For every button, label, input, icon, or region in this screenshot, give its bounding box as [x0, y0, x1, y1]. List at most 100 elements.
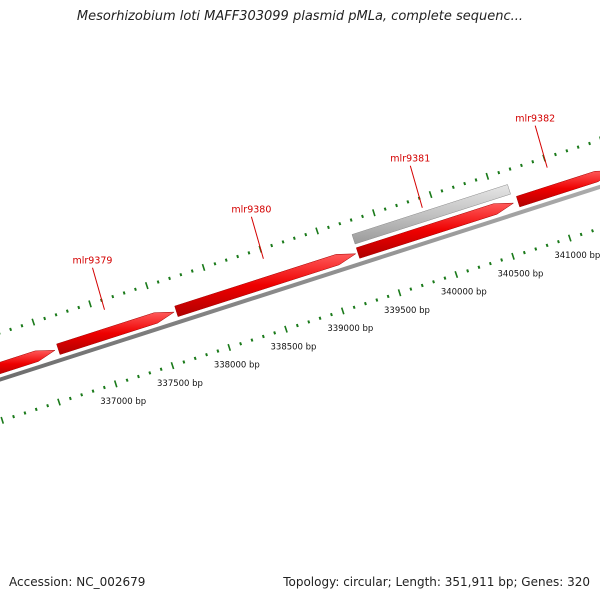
sequence-stats: Topology: circular; Length: 351,911 bp; … [283, 575, 590, 589]
inner-tick [534, 247, 538, 251]
inner-tick [12, 414, 15, 419]
bp-label-338000: 338000 bp [214, 361, 260, 371]
gene-label-mlr9379: mlr9379 [73, 256, 113, 267]
inner-tick [159, 367, 163, 371]
outer-tick [111, 294, 115, 299]
inner-tick [375, 298, 379, 302]
inner-tick [148, 371, 152, 375]
inner-tick [68, 396, 72, 401]
outer-tick [554, 152, 557, 157]
outer-tick [179, 272, 183, 277]
outer-tick [213, 262, 217, 266]
outer-tick [463, 181, 467, 186]
outer-tick [88, 300, 92, 308]
inner-tick [261, 334, 265, 339]
inner-tick [591, 229, 594, 233]
outer-tick [247, 251, 251, 255]
outer-tick [65, 309, 69, 313]
inner-tick [500, 258, 504, 262]
inner-tick [0, 416, 5, 424]
inner-tick [545, 243, 549, 248]
inner-tick [91, 389, 95, 393]
outer-tick [327, 225, 330, 230]
gene-label-leader [250, 216, 264, 259]
outer-tick [531, 160, 535, 164]
bp-label-341000: 341000 bp [554, 251, 600, 261]
outer-tick [395, 203, 398, 208]
outer-tick [440, 189, 444, 193]
gene-label-mlr9380: mlr9380 [231, 205, 271, 216]
bp-label-337500: 337500 bp [157, 379, 203, 389]
bp-label-339000: 339000 bp [327, 324, 373, 334]
gene-feature [0, 350, 56, 375]
outer-tick [20, 324, 24, 328]
bp-label-337000: 337000 bp [100, 397, 146, 407]
inner-tick [170, 362, 175, 370]
inner-tick [511, 252, 515, 260]
inner-tick [273, 331, 277, 335]
outer-tick [361, 214, 364, 219]
outer-tick [497, 170, 501, 175]
inner-tick [397, 289, 402, 297]
outer-tick [428, 190, 433, 199]
gene-track [0, 170, 600, 375]
genes-value: 320 [567, 575, 590, 589]
genes-label: Genes: [521, 575, 564, 589]
outer-tick [485, 172, 490, 180]
accession-label: Accession: [9, 575, 73, 589]
outer-tick [315, 227, 319, 235]
gene-mlr9381 [355, 202, 515, 259]
gene-label-mlr9382: mlr9382 [515, 114, 555, 125]
outer-tick [588, 141, 591, 146]
inner-tick [579, 232, 583, 237]
outer-tick [236, 254, 240, 259]
bp-scale-labels: 337000 bp 337500 bp 338000 bp 338500 bp 3390… [100, 251, 600, 407]
length-value: 351,911 bp [444, 575, 514, 589]
outer-tick [224, 258, 228, 262]
outer-tick [520, 163, 523, 168]
outer-tick [474, 178, 478, 182]
outer-tick [338, 221, 342, 226]
outer-tick [508, 167, 512, 171]
bp-label-340500: 340500 bp [498, 269, 544, 279]
gene-mlr9380 [174, 253, 357, 317]
inner-tick [182, 360, 186, 364]
inner-tick [443, 276, 447, 280]
gene-mlr9382 [516, 170, 600, 208]
bp-label-338500: 338500 bp [271, 342, 317, 352]
gene-label-mlr9381: mlr9381 [390, 154, 430, 165]
inner-tick [454, 270, 459, 279]
outer-tick [77, 305, 81, 310]
inner-tick [239, 341, 243, 346]
inner-tick [522, 250, 526, 255]
outer-tick [383, 207, 387, 211]
plasmid-backbone [0, 184, 600, 382]
outer-tick [201, 263, 206, 272]
outer-tick [349, 218, 353, 222]
gene-feature-outer [351, 184, 511, 245]
outer-tick [565, 149, 569, 153]
inner-tick [57, 398, 61, 406]
bp-label-339500: 339500 bp [384, 306, 430, 316]
outer-tick [576, 145, 580, 149]
inner-tick [477, 265, 481, 269]
inner-tick [23, 411, 27, 415]
inner-tick [567, 234, 572, 242]
inner-tick [409, 287, 413, 291]
accession-value: NC_002679 [76, 575, 146, 589]
inner-tick [125, 378, 129, 382]
inner-tick [307, 320, 311, 324]
outer-tick-ring [0, 136, 600, 335]
topology-value: circular [343, 575, 388, 589]
gene-mlr9379 [56, 311, 175, 355]
accession-info: Accession: NC_002679 [9, 575, 145, 589]
inner-tick [46, 403, 50, 408]
inner-tick [330, 312, 333, 317]
inner-tick [386, 294, 390, 299]
bp-label-340000: 340000 bp [441, 288, 487, 298]
outer-tick [54, 313, 58, 317]
outer-tick [292, 236, 296, 240]
map-title: Mesorhizobium loti MAFF303099 plasmid pM… [76, 9, 524, 24]
inner-tick [193, 356, 197, 361]
